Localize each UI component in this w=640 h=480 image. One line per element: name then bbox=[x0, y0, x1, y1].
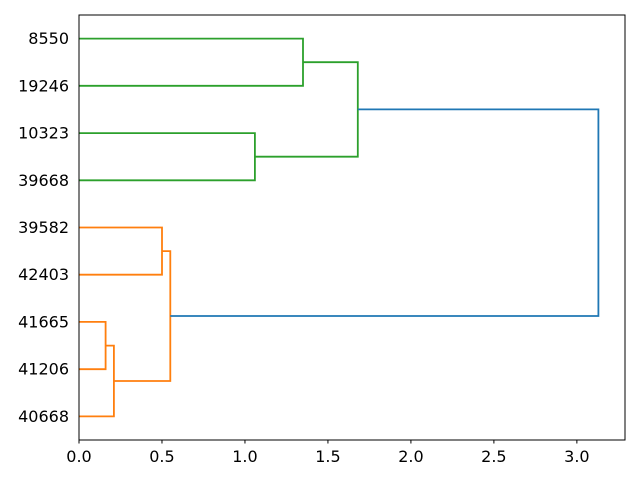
dendrogram-link-e bbox=[79, 321, 107, 371]
plot-frame bbox=[78, 14, 626, 441]
x-tick-label: 0.5 bbox=[149, 447, 174, 466]
leaf-label-39582: 39582 bbox=[18, 218, 69, 237]
leaf-label-42403: 42403 bbox=[18, 265, 69, 284]
dendrogram-link-d bbox=[79, 226, 163, 276]
dendrogram-link-c bbox=[254, 61, 359, 158]
dendrogram-link-b bbox=[79, 132, 256, 182]
x-tick-label: 2.0 bbox=[398, 447, 423, 466]
x-tick-label: 0.0 bbox=[66, 447, 91, 466]
dendrogram-link-f bbox=[79, 344, 115, 418]
x-tick-label: 1.0 bbox=[232, 447, 257, 466]
x-tick-label: 2.5 bbox=[481, 447, 506, 466]
dendrogram-link-a bbox=[79, 37, 304, 87]
leaf-label-41206: 41206 bbox=[18, 360, 69, 379]
leaf-label-19246: 19246 bbox=[18, 76, 69, 95]
x-tick-label: 1.5 bbox=[315, 447, 340, 466]
leaf-label-40668: 40668 bbox=[18, 407, 69, 426]
leaf-label-10323: 10323 bbox=[18, 124, 69, 143]
dendrogram-link-h bbox=[170, 108, 600, 317]
leaf-label-8550: 8550 bbox=[28, 29, 69, 48]
x-tick-label: 3.0 bbox=[564, 447, 589, 466]
leaf-label-39668: 39668 bbox=[18, 171, 69, 190]
leaf-label-41665: 41665 bbox=[18, 312, 69, 331]
